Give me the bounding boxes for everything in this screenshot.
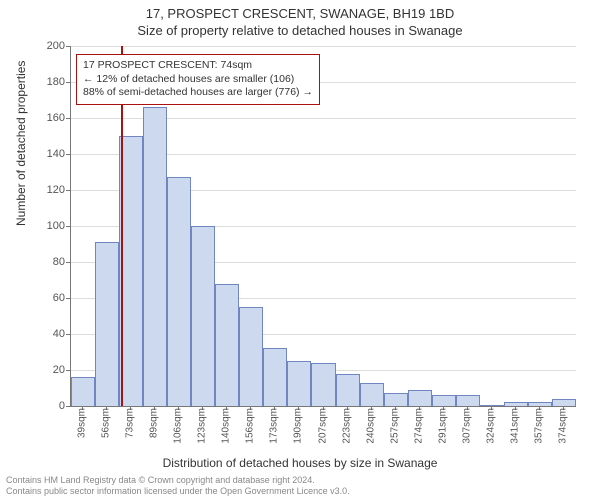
x-tick-label: 190sqm bbox=[293, 408, 304, 444]
x-tick-label: 56sqm bbox=[101, 408, 112, 438]
x-tick-label: 357sqm bbox=[533, 408, 544, 444]
bar bbox=[384, 393, 408, 406]
bar bbox=[311, 363, 335, 406]
x-tick-label: 73sqm bbox=[125, 408, 136, 438]
y-tick-label: 100 bbox=[25, 220, 65, 232]
x-tick-label: 207sqm bbox=[317, 408, 328, 444]
bar bbox=[408, 390, 432, 406]
bar bbox=[263, 348, 287, 406]
footer-line-2: Contains public sector information licen… bbox=[6, 486, 594, 497]
x-tick-label: 156sqm bbox=[245, 408, 256, 444]
title-line-1: 17, PROSPECT CRESCENT, SWANAGE, BH19 1BD bbox=[0, 0, 600, 21]
bar bbox=[119, 136, 143, 406]
x-tick-label: 39sqm bbox=[77, 408, 88, 438]
y-tick-label: 0 bbox=[25, 400, 65, 412]
x-tick-label: 374sqm bbox=[557, 408, 568, 444]
bar bbox=[336, 374, 360, 406]
bar bbox=[360, 383, 384, 406]
bar bbox=[167, 177, 191, 406]
footer: Contains HM Land Registry data © Crown c… bbox=[6, 475, 594, 497]
y-tick-label: 140 bbox=[25, 148, 65, 160]
x-tick-label: 89sqm bbox=[149, 408, 160, 438]
bar bbox=[71, 377, 95, 406]
title-line-2: Size of property relative to detached ho… bbox=[0, 21, 600, 38]
x-tick-label: 240sqm bbox=[365, 408, 376, 444]
y-tick-label: 180 bbox=[25, 76, 65, 88]
y-tick-label: 60 bbox=[25, 292, 65, 304]
annotation-line: 88% of semi-detached houses are larger (… bbox=[83, 86, 313, 100]
y-tick-label: 120 bbox=[25, 184, 65, 196]
bar bbox=[215, 284, 239, 406]
bar bbox=[552, 399, 576, 406]
footer-line-1: Contains HM Land Registry data © Crown c… bbox=[6, 475, 594, 486]
x-tick-label: 291sqm bbox=[437, 408, 448, 444]
annotation-line: ← 12% of detached houses are smaller (10… bbox=[83, 73, 313, 87]
bar bbox=[191, 226, 215, 406]
bar bbox=[143, 107, 167, 406]
y-tick-label: 40 bbox=[25, 328, 65, 340]
bar bbox=[287, 361, 311, 406]
x-tick-label: 274sqm bbox=[413, 408, 424, 444]
annotation-line: 17 PROSPECT CRESCENT: 74sqm bbox=[83, 59, 313, 73]
y-tick-label: 200 bbox=[25, 40, 65, 52]
bar bbox=[239, 307, 263, 406]
x-tick-label: 140sqm bbox=[221, 408, 232, 444]
bar bbox=[95, 242, 119, 406]
y-tick-label: 160 bbox=[25, 112, 65, 124]
x-tick-label: 123sqm bbox=[197, 408, 208, 444]
x-tick-label: 106sqm bbox=[173, 408, 184, 444]
x-tick-label: 173sqm bbox=[269, 408, 280, 444]
bar bbox=[432, 395, 456, 406]
x-tick-label: 223sqm bbox=[341, 408, 352, 444]
annotation-box: 17 PROSPECT CRESCENT: 74sqm← 12% of deta… bbox=[76, 54, 320, 105]
x-tick-label: 341sqm bbox=[509, 408, 520, 444]
x-tick-label: 307sqm bbox=[461, 408, 472, 444]
x-axis-label: Distribution of detached houses by size … bbox=[0, 456, 600, 470]
x-tick-label: 257sqm bbox=[389, 408, 400, 444]
x-tick-label: 324sqm bbox=[485, 408, 496, 444]
y-tick-label: 80 bbox=[25, 256, 65, 268]
y-tick-label: 20 bbox=[25, 364, 65, 376]
bar bbox=[456, 395, 480, 406]
